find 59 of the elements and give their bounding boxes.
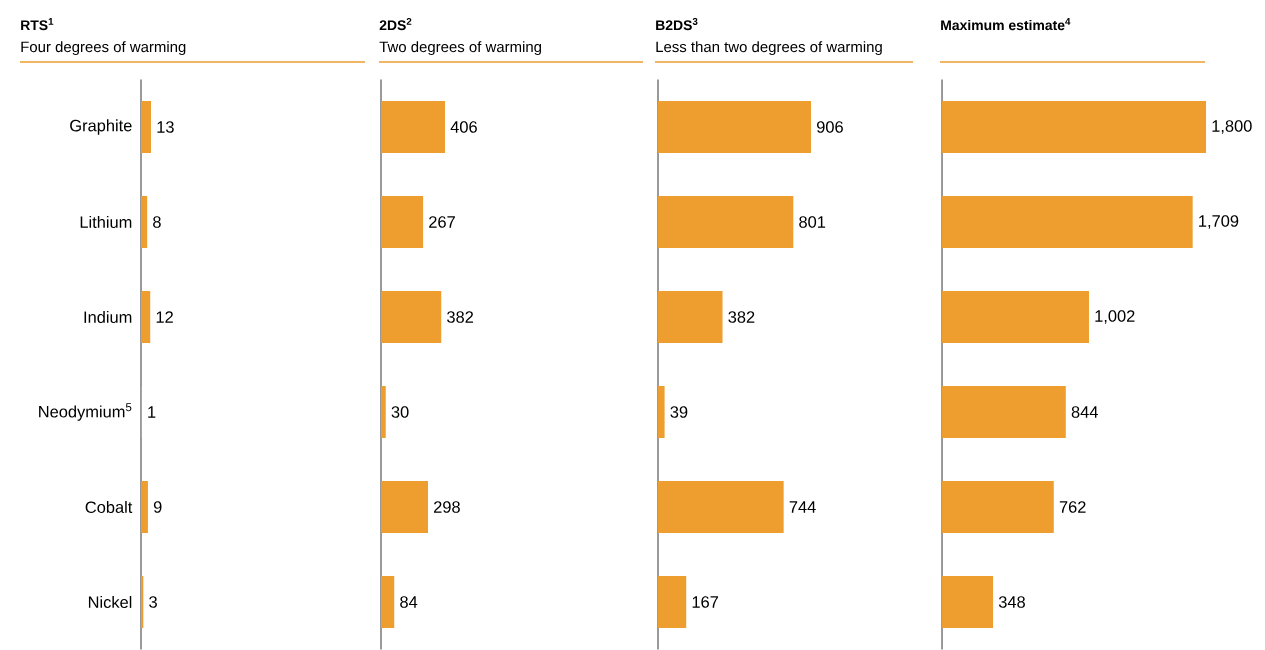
- bar: [381, 291, 442, 344]
- chart-subtitle: Four degrees of warming: [21, 41, 186, 56]
- data-label: 762: [1059, 501, 1086, 513]
- chart-title: Maximum estimate$^{4}$: [941, 18, 1071, 31]
- y-tick-label: Cobalt: [85, 501, 133, 514]
- bar: [658, 576, 687, 629]
- chart-subtitle: Less than two degrees of warming: [656, 41, 882, 56]
- bar: [658, 386, 665, 439]
- y-tick-label: Graphite: [70, 119, 132, 135]
- bar: [658, 481, 784, 534]
- bar: [141, 291, 151, 344]
- data-label: 1,709: [1199, 215, 1239, 229]
- data-label: 406: [450, 121, 477, 133]
- data-label: 348: [998, 596, 1025, 608]
- bar: [141, 101, 151, 154]
- bar: [381, 576, 395, 629]
- data-label: 267: [429, 216, 455, 228]
- data-label: 3: [149, 596, 157, 608]
- bar: [942, 291, 1089, 344]
- data-label: 906: [816, 121, 843, 133]
- chart-subtitle: Two degrees of warming: [379, 41, 542, 56]
- chart-title: RTS$^{1}$: [21, 18, 54, 31]
- data-label: 13: [157, 121, 174, 133]
- chart-title: 2DS$^{2}$: [379, 18, 412, 31]
- data-label: 9: [153, 501, 162, 513]
- data-label: 382: [728, 311, 755, 323]
- y-tick-label: Lithium: [80, 216, 132, 229]
- data-label: 12: [156, 311, 173, 323]
- bar: [658, 291, 723, 344]
- data-label: 167: [692, 596, 719, 608]
- data-label: 744: [789, 501, 816, 513]
- data-label: 8: [153, 216, 161, 228]
- bar: [658, 196, 794, 249]
- y-tick-label: Nickel: [88, 596, 132, 609]
- bar: [942, 101, 1207, 154]
- data-label: 801: [799, 216, 826, 228]
- bar: [942, 386, 1066, 439]
- bar: [658, 101, 812, 154]
- bar: [942, 196, 1193, 249]
- data-label: 30: [391, 406, 409, 418]
- data-label: 298: [434, 501, 460, 513]
- bar: [381, 386, 386, 439]
- bar: [141, 481, 148, 534]
- bar: [381, 101, 446, 154]
- bar: [381, 196, 424, 249]
- data-label: 84: [400, 596, 418, 608]
- data-label: 1,002: [1095, 310, 1135, 324]
- data-label: 382: [447, 311, 474, 323]
- bar: [381, 481, 428, 534]
- data-label: 1,800: [1212, 120, 1252, 134]
- y-tick-label: Indium: [84, 311, 132, 324]
- y-tick-label: Neodymium$^{5}$: [39, 403, 132, 421]
- chart-title: B2DS$^{3}$: [656, 18, 698, 31]
- data-label: 844: [1071, 406, 1098, 418]
- data-label: 39: [670, 406, 688, 418]
- bar: [942, 481, 1054, 534]
- bar: [942, 576, 994, 629]
- bar: [141, 196, 148, 249]
- data-label: 1: [148, 406, 156, 418]
